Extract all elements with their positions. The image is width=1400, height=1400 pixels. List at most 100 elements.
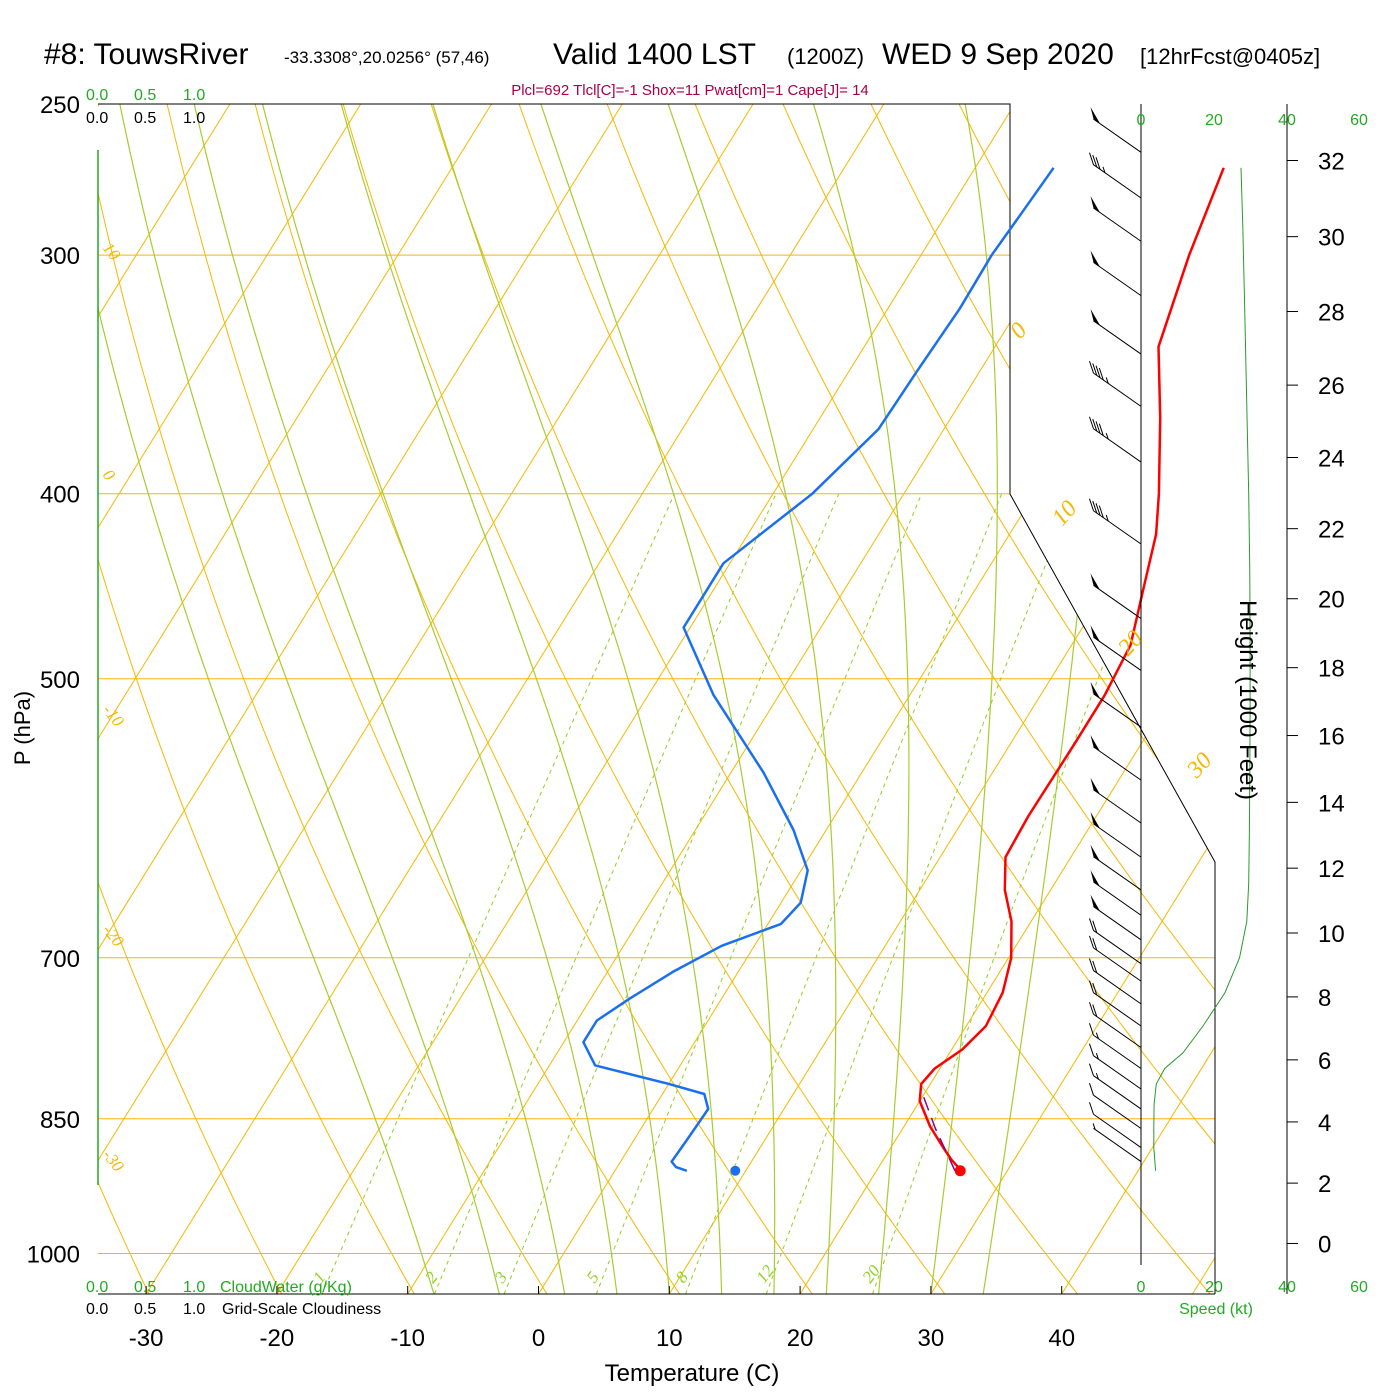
station-name: #8: TouwsRiver <box>44 38 249 71</box>
height-tick-label: 32 <box>1318 148 1345 175</box>
x-axis-title: Temperature (C) <box>605 1360 780 1387</box>
temperature-tick-label: -10 <box>390 1325 425 1352</box>
wind-barb-staff <box>1093 510 1142 545</box>
pressure-tick-label: 700 <box>40 946 80 973</box>
cloudwater-top-tick: 0.5 <box>134 87 156 104</box>
speed-bottom-tick: 60 <box>1350 1279 1368 1296</box>
wind-barb-flag <box>1090 681 1101 699</box>
wind-barb-full <box>1089 1083 1094 1096</box>
wind-barb-staff <box>1093 693 1142 728</box>
wind-barb-flag <box>1090 777 1101 795</box>
wind-barb-flag <box>1090 894 1101 912</box>
pressure-tick-label: 1000 <box>27 1242 80 1269</box>
axes <box>145 159 1298 1294</box>
temperature-tick-label: 10 <box>656 1325 683 1352</box>
cloudiness-bottom-tick: 0.5 <box>134 1301 156 1318</box>
dry-adiabat-line <box>254 104 813 1294</box>
cloudiness-top-tick: 0.5 <box>134 110 156 127</box>
chart-title: #8: TouwsRiver -33.3308°,20.0256° (57,46… <box>0 38 1400 78</box>
wind-barb-full <box>1092 418 1098 432</box>
speed-top-tick: 20 <box>1205 112 1223 129</box>
wind-barb-full <box>1089 918 1094 931</box>
wind-barb-staff <box>1093 636 1142 671</box>
mixing-ratio-line <box>872 493 1169 1294</box>
isotherm-line <box>668 104 1215 1294</box>
wind-barb-staff <box>1093 947 1142 982</box>
wind-barbs <box>1089 104 1288 1294</box>
mixing-ratio-line <box>503 493 840 1294</box>
temperature-tick-label: 40 <box>1048 1325 1075 1352</box>
speed-top-tick: 60 <box>1350 112 1368 129</box>
isotherm-label: 30 <box>1181 748 1217 784</box>
isotherm-line <box>1192 104 1215 1294</box>
wind-barb-staff <box>1093 1075 1142 1110</box>
dry-adiabat-line <box>98 104 548 1294</box>
wind-barb-flag <box>1090 308 1101 326</box>
wind-barb-staff <box>1093 164 1142 199</box>
wind-barb-full <box>1092 500 1098 514</box>
height-tick-label: 26 <box>1318 373 1345 400</box>
wind-barb-flag <box>1090 625 1101 642</box>
wind-barb-flag <box>1090 107 1101 124</box>
dry-adiabat-line <box>98 104 415 1294</box>
cloudiness-top-tick: 0.0 <box>86 110 108 127</box>
wind-barb-full <box>1092 960 1098 974</box>
speed-top-tick: 0 <box>1137 112 1146 129</box>
surface-dewpoint-dot <box>730 1165 741 1176</box>
mixing-ratio-line <box>595 493 923 1294</box>
dry-adiabats <box>98 104 1215 1294</box>
isotherm-line <box>98 104 492 1294</box>
pressure-tick-label: 850 <box>40 1107 80 1134</box>
speed-bottom-tick: 20 <box>1205 1279 1223 1296</box>
parcel-profile-line <box>919 1088 956 1172</box>
dry-adiabat-line <box>342 104 946 1294</box>
wind-barb-staff <box>1093 746 1142 781</box>
wind-barb-flag <box>1090 250 1101 267</box>
wind-barb-full <box>1089 958 1094 971</box>
wind-barb-flag <box>1090 869 1101 887</box>
axis-text: 0102030100-10-20-30024681012141618202224… <box>10 87 1368 1387</box>
wind-barb-staff <box>1093 1013 1142 1048</box>
cloudiness-axis-label: Grid-Scale Cloudiness <box>222 1301 381 1318</box>
wind-barb-full <box>1089 1063 1094 1076</box>
cloudiness-bottom-tick: 1.0 <box>183 1301 205 1318</box>
wind-barb-full <box>1089 416 1094 429</box>
mixing-ratio-lines <box>321 493 1169 1294</box>
isotherm-line <box>1061 104 1215 1294</box>
dry-adiabat-line <box>1046 104 1215 1294</box>
height-tick-label: 14 <box>1318 790 1345 817</box>
mixing-ratio-line <box>434 493 777 1294</box>
moist-adiabat-line <box>812 104 910 1294</box>
sounding-parameters: Plcl=692 Tlcl[C]=-1 Shox=11 Pwat[cm]=1 C… <box>511 82 869 99</box>
wind-barb-full <box>1098 505 1104 518</box>
isotherm-line <box>1323 104 1400 1294</box>
wind-barb-full <box>1089 935 1094 949</box>
wind-barb-staff <box>1093 1127 1142 1162</box>
left-isotherm-label: -10 <box>99 701 128 731</box>
isotherm-line <box>145 104 885 1294</box>
height-tick-label: 18 <box>1318 656 1345 683</box>
wind-barb-full <box>1092 982 1098 996</box>
moist-adiabat-line <box>982 104 1106 1294</box>
dry-adiabat-line <box>694 104 1215 1294</box>
dry-adiabat-line <box>166 104 681 1294</box>
moist-adiabat-line <box>119 104 500 1294</box>
pressure-tick-label: 250 <box>40 92 80 119</box>
temperature-profile-line <box>918 167 1225 1172</box>
mixing-ratio-line <box>685 493 1003 1294</box>
valid-time: Valid 1400 LST <box>553 38 756 71</box>
wind-barb-full <box>1092 154 1098 168</box>
wind-barb-full <box>1089 152 1094 165</box>
moist-adiabat-line <box>667 104 837 1294</box>
wind-barb-half <box>1095 1052 1099 1060</box>
moist-adiabat-line <box>432 104 723 1294</box>
height-tick-label: 30 <box>1318 225 1345 252</box>
pressure-tick-label: 300 <box>40 243 80 270</box>
valid-date: WED 9 Sep 2020 <box>882 38 1114 71</box>
moist-adiabat-line <box>98 104 435 1294</box>
wind-barb-staff <box>1093 930 1142 965</box>
wind-barb-full <box>1089 1023 1094 1036</box>
temperature-tick-label: 20 <box>787 1325 814 1352</box>
left-isotherm-label: 10 <box>99 239 125 264</box>
